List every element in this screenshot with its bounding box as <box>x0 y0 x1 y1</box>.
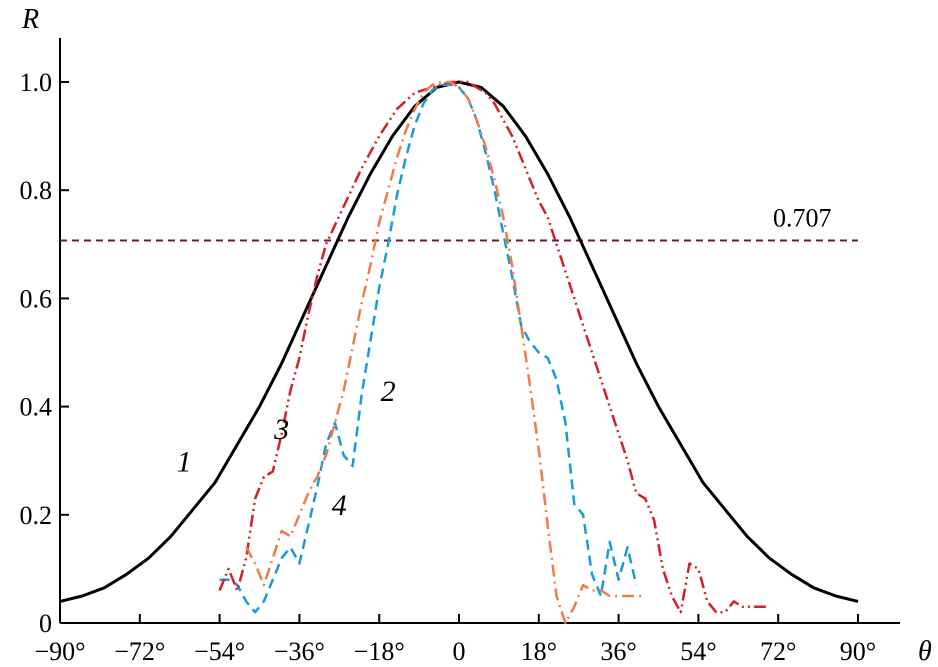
reference-line-label: 0.707 <box>773 204 832 233</box>
series-line-2 <box>219 83 638 614</box>
x-tick-label: 18° <box>521 637 557 666</box>
x-tick-label: 0 <box>453 637 466 666</box>
x-tick-label: 36° <box>600 637 636 666</box>
x-tick-label: −36° <box>274 637 325 666</box>
x-tick-label: −90° <box>34 637 85 666</box>
reference-line-group: 0.707 <box>60 204 858 242</box>
x-tick-label: 90° <box>840 637 876 666</box>
chart-series <box>59 80 859 625</box>
curve-label-4: 4 <box>332 489 347 522</box>
y-tick-label: 0.4 <box>20 393 53 422</box>
y-tick-label: 1.0 <box>20 68 53 97</box>
chart-labels: 1 2 3 4 <box>177 375 396 522</box>
x-tick-label: −18° <box>354 637 405 666</box>
x-tick-label: −72° <box>114 637 165 666</box>
y-tick-label: 0.2 <box>20 501 53 530</box>
curve-label-1: 1 <box>177 446 192 479</box>
y-axis-label: R <box>21 4 39 35</box>
y-tick-label: 0.8 <box>20 176 53 205</box>
y-tick-label: 0 <box>39 609 52 638</box>
y-tick-label: 0.6 <box>20 284 53 313</box>
series-line-1 <box>59 80 859 603</box>
x-tick-label: 72° <box>760 637 796 666</box>
curve-label-3: 3 <box>273 413 289 446</box>
series-line-3 <box>218 80 770 614</box>
series-line-4 <box>245 80 646 625</box>
x-axis-label: θ <box>918 636 932 667</box>
x-tick-label: −54° <box>194 637 245 666</box>
chart-axes: 0 0.2 0.4 0.6 0.8 1.0 −90° −72° −54° −36° −18° 0 18°… <box>20 4 933 667</box>
x-tick-label: 54° <box>680 637 716 666</box>
curve-label-2: 2 <box>381 375 396 408</box>
